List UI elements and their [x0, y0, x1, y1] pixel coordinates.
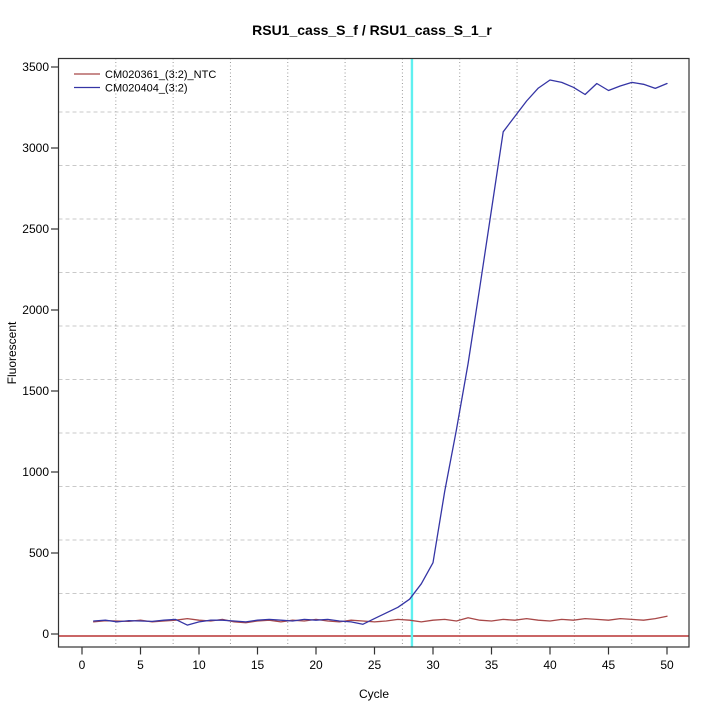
- y-axis-label: Fluorescent: [5, 321, 19, 384]
- legend-label-ntc: CM020361_(3:2)_NTC: [105, 69, 216, 81]
- x-tick-label: 50: [660, 658, 674, 672]
- axes: 0 5 10 15 20 25 30 35 40 45 5005001000150020002500…: [22, 60, 674, 672]
- x-axis-label: Cycle: [359, 687, 389, 701]
- y-tick-label: 3000: [22, 141, 49, 155]
- x-tick-label: 20: [309, 658, 323, 672]
- x-tick-label: 15: [251, 658, 265, 672]
- y-tick-label: 500: [29, 546, 49, 560]
- y-tick-label: 0: [42, 627, 49, 641]
- y-tick-label: 1000: [22, 465, 49, 479]
- x-tick-label: 5: [137, 658, 144, 672]
- y-tick-label: 3500: [22, 60, 49, 74]
- legend-item-sample: CM020404_(3:2): [74, 83, 188, 95]
- gridlines: [58, 58, 689, 647]
- y-tick-label: 1500: [22, 384, 49, 398]
- marker-lines: [58, 58, 689, 647]
- x-tick-label: 25: [368, 658, 382, 672]
- ntc-series-line: [93, 615, 668, 624]
- sample-series-line: [93, 79, 668, 626]
- legend: CM020361_(3:2)_NTC CM020404_(3:2): [74, 69, 216, 95]
- x-tick-label: 45: [602, 658, 616, 672]
- chart-title: RSU1_cass_S_f / RSU1_cass_S_1_r: [252, 22, 492, 38]
- legend-item-ntc: CM020361_(3:2)_NTC: [74, 69, 216, 81]
- x-tick-label: 30: [426, 658, 440, 672]
- y-tick-label: 2500: [22, 222, 49, 236]
- y-tick-label: 2000: [22, 303, 49, 317]
- x-tick-label: 35: [485, 658, 499, 672]
- x-tick-label: 10: [192, 658, 206, 672]
- x-tick-label: 0: [79, 658, 86, 672]
- plot-box: [57, 57, 690, 648]
- legend-label-sample: CM020404_(3:2): [105, 83, 188, 95]
- x-tick-label: 40: [543, 658, 557, 672]
- data-series: [93, 79, 668, 626]
